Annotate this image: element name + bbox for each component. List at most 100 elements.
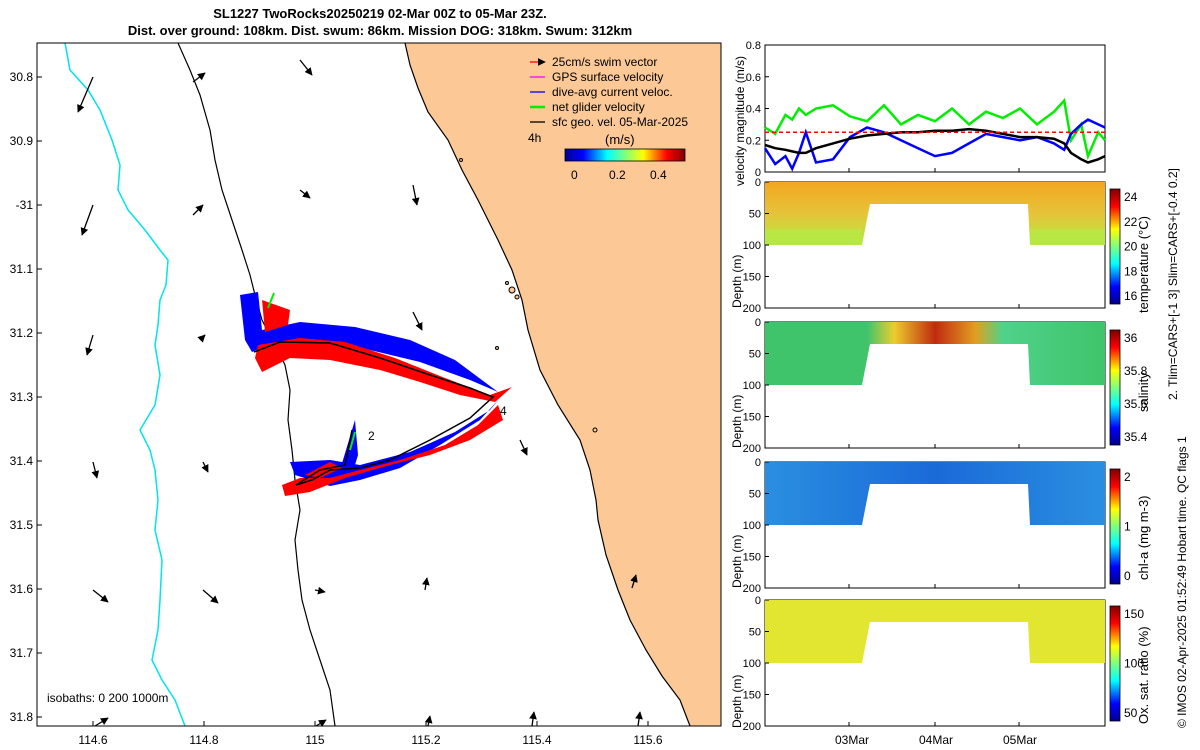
lat-tick-label: 31.3 [10,390,34,404]
velocity-series-line [763,118,1106,172]
lon-tick-label: 115.6 [633,733,662,747]
salinity-section-cbar-tick: 35.8 [1124,364,1148,378]
ylabel-depth-temp: Depth (m) [730,254,744,308]
lat-tick-label: 31.5 [10,518,34,532]
lat-tick-label: 30.8 [10,70,34,84]
lat-tick-label: -31 [16,198,34,212]
salinity-section-cbar-tick: 36 [1124,331,1138,345]
depth-ytick-label: 100 [743,658,761,670]
depth-ytick-label: 0 [755,177,761,189]
islands [459,158,598,433]
map-panel: 2 4 30.830.9-3131.131.231.331.431.531.63… [10,42,722,747]
lon-tick-label: 114.8 [189,733,218,747]
isobath-label: isobaths: 0 200 1000m [47,691,168,705]
cbar-label-ox: Ox. sat. ratio (%) [1136,626,1151,724]
velocity-series-line [764,127,1106,164]
colorbar-tick-2: 0.4 [650,168,667,182]
depth-ytick-label: 50 [749,349,761,361]
oxygen-section-cbar-tick: 150 [1124,607,1144,621]
ylabel-depth-ox: Depth (m) [730,674,744,728]
lat-tick-label: 31.6 [10,582,34,596]
net-glider-velocity [267,292,356,451]
chl-section-cbar-tick: 0 [1124,569,1131,583]
chl-section-cbar-tick: 1 [1124,520,1131,534]
xtick-04mar: 04Mar [919,733,953,747]
lat-tick-label: 31.8 [10,710,34,724]
ylabel-velocity: velocity magnitude (m/s) [733,55,747,186]
map-land [405,43,721,726]
isobath-1000m [177,42,336,727]
temperature-section-cbar-tick: 24 [1124,190,1138,204]
plot-title-line-2: Dist. over ground: 108km. Dist. swum: 86… [127,23,633,38]
temperature-section-colorbar [1109,188,1121,305]
chl-section-cbar-tick: 2 [1124,470,1131,484]
lat-tick-label: 31.4 [10,454,34,468]
depth-ytick-label: 200 [743,721,761,733]
velocity-ytick-label: 0.4 [746,104,761,116]
depth-ytick-label: 100 [743,380,761,392]
temperature-section-cbar-tick: 22 [1124,215,1138,229]
cbar-label-chl: chl-a (mg m-3) [1136,495,1151,580]
velocity-ytick-label: 0.8 [746,40,761,52]
depth-ytick-label: 150 [743,690,761,702]
geo-velocity-arrows [77,59,643,727]
velocity-series-line [764,97,1106,161]
depth-ytick-label: 150 [743,272,761,284]
lat-tick-label: 31.7 [10,646,34,660]
lat-tick-label: 31.1 [10,262,34,276]
track-marker-4: 4 [500,404,507,418]
temp-deep-patch [765,229,862,245]
depth-ytick-label: 200 [743,583,761,595]
colorbar-tick-0: 0 [571,168,578,182]
legend-duration: 4h [528,131,541,145]
glider-track-line [253,341,495,486]
temp-deep-patch [1030,229,1105,245]
temperature-section-cbar-tick: 18 [1124,264,1138,278]
xtick-03mar: 03Mar [835,733,869,747]
coastline [404,42,691,727]
legend-geo: sfc geo. vel. 05-Mar-2025 [552,115,688,129]
chl-section-data [765,462,1105,525]
track-marker-2: 2 [368,429,375,443]
xtick-05mar: 05Mar [1003,733,1037,747]
depth-ytick-label: 150 [743,552,761,564]
chl-section-colorbar [1109,468,1121,585]
lat-tick-label: 30.9 [10,134,34,148]
legend-dive: dive-avg current veloc. [552,85,673,99]
depth-ytick-label: 50 [749,627,761,639]
lat-tick-label: 31.2 [10,326,34,340]
depth-ytick-label: 200 [743,443,761,455]
speed-colorbar [564,148,686,162]
lon-tick-label: 114.6 [78,733,107,747]
lon-tick-label: 115.2 [411,733,440,747]
temperature-section-cbar-tick: 20 [1124,240,1138,254]
isobath-200m [64,42,186,727]
depth-ytick-label: 50 [749,489,761,501]
legend-net: net glider velocity [552,100,645,114]
depth-ytick-label: 0 [755,595,761,607]
lon-tick-label: 115.4 [522,733,551,747]
salinity-section-data [765,322,1105,385]
velocity-ytick-label: 0.6 [746,72,761,84]
temperature-section-cbar-tick: 16 [1124,289,1138,303]
velocity-ytick-label: 0.2 [746,135,761,147]
colorbar-tick-1: 0.2 [609,168,626,182]
depth-ytick-label: 150 [743,412,761,424]
ylabel-depth-chl: Depth (m) [730,534,744,588]
legend-gps: GPS surface velocity [552,70,663,84]
salinity-section-cbar-tick: 35.4 [1124,430,1148,444]
latitude-ticks: 30.8 30.9 -31 31.1 31.2 31.3 31.4 31.5 31.6 31.7 3… [10,70,42,724]
cbar-label-temp: temperature (°C) [1136,216,1151,313]
oxygen-section-colorbar [1109,605,1121,722]
side-note-copyright: © IMOS 02-Apr-2025 01:52:49 Hobart time.… [1175,436,1189,728]
salinity-section-cbar-tick: 35.6 [1124,397,1148,411]
longitude-ticks: 114.6 114.8 115 115.2 115.4 115.6 [78,721,663,747]
ylabel-depth-sal: Depth (m) [730,394,744,448]
map-frame [36,42,722,727]
depth-ytick-label: 50 [749,209,761,221]
depth-ytick-label: 200 [743,303,761,315]
plot-title-line-1: SL1227 TwoRocks20250219 02-Mar 00Z to 05… [213,6,547,21]
oxygen-section-cbar-tick: 50 [1124,706,1138,720]
legend-swim: 25cm/s swim vector [552,55,657,69]
